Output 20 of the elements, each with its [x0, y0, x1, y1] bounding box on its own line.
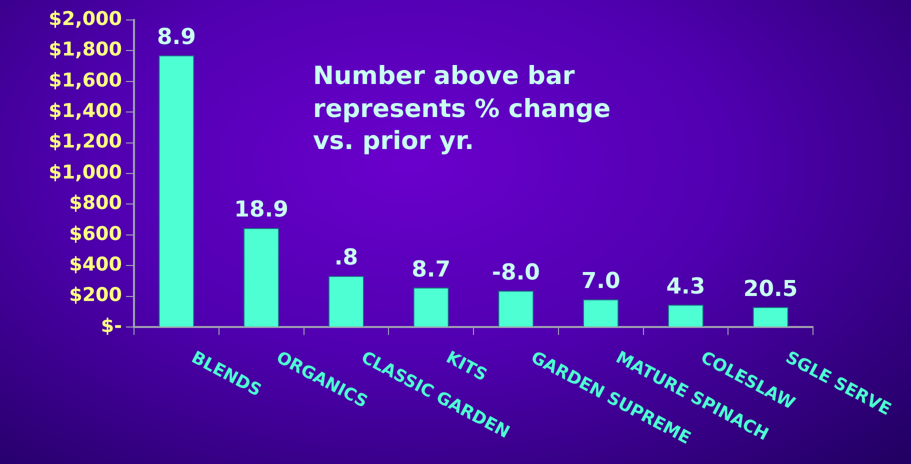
- y-tick-label: $1,400: [48, 100, 122, 122]
- annotation: 18.9: [234, 198, 288, 223]
- y-tick-label: $400: [69, 254, 122, 276]
- y-tick-label: $800: [69, 192, 122, 214]
- annotation: -8.0: [492, 260, 540, 286]
- y-tick-label: $1,600: [48, 69, 122, 92]
- y-tick-label: $600: [69, 222, 122, 245]
- y-tick-label: $1,000: [48, 161, 122, 184]
- y-tick-label: $2,000: [48, 8, 122, 30]
- annotation: 20.5: [743, 276, 798, 302]
- annotation: Number above bar represents % change vs. prior yr.: [313, 60, 612, 157]
- annotation: 8.9: [156, 25, 196, 50]
- annotation: 8.7: [412, 257, 451, 282]
- y-tick-label: $1,800: [48, 38, 122, 61]
- y-tick-label: $200: [69, 284, 122, 306]
- annotation: .8: [334, 246, 358, 271]
- y-tick-label: $1,200: [48, 130, 122, 153]
- annotation: 7.0: [581, 268, 620, 294]
- y-tick-label: $-: [100, 314, 122, 337]
- annotation: 4.3: [666, 274, 706, 300]
